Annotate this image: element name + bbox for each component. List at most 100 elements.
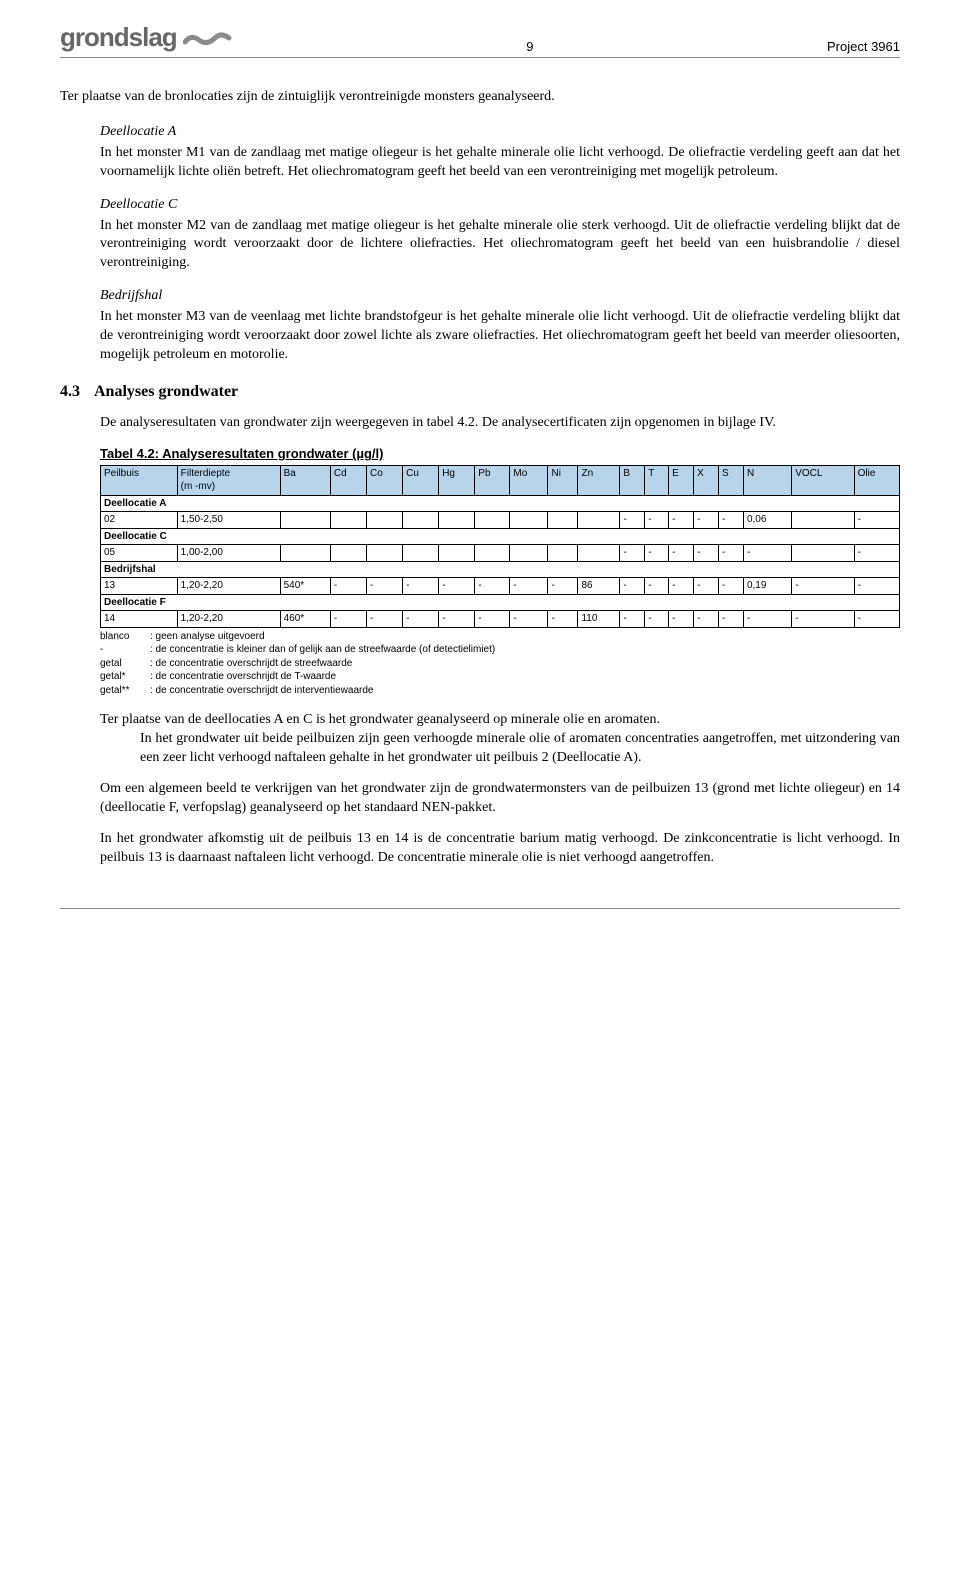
legend-row: getal**: de concentratie overschrijdt de…	[100, 684, 900, 698]
table-cell: -	[854, 611, 899, 628]
table-cell	[280, 512, 330, 529]
block-body: In het monster M1 van de zandlaag met ma…	[100, 144, 900, 182]
table-cell: -	[719, 512, 744, 529]
table-cell: -	[743, 545, 791, 562]
table-cell: -	[694, 545, 719, 562]
table-header-cell: S	[719, 465, 744, 495]
table-cell: -	[694, 512, 719, 529]
intro-text: Ter plaatse van de bronlocaties zijn de …	[60, 88, 900, 107]
block-title: Deellocatie A	[100, 123, 900, 142]
logo-text: grondslag	[60, 20, 177, 55]
content-block: Deellocatie CIn het monster M2 van de za…	[100, 196, 900, 274]
table-header-cell: N	[743, 465, 791, 495]
table-header-cell: E	[669, 465, 694, 495]
table-cell	[475, 512, 510, 529]
project-label: Project 3961	[827, 38, 900, 56]
table-cell	[330, 545, 366, 562]
legend-row: getal: de concentratie overschrijdt de s…	[100, 657, 900, 671]
content-block: Deellocatie A In het monster M1 van de za…	[100, 123, 900, 182]
table-cell: -	[510, 578, 548, 595]
table-header-cell: Co	[367, 465, 403, 495]
table-cell	[510, 512, 548, 529]
table-cell	[578, 545, 620, 562]
section-heading: 4.3 Analyses grondwater	[60, 381, 900, 403]
table-cell: -	[719, 611, 744, 628]
table-cell: -	[367, 578, 403, 595]
table-cell: -	[475, 611, 510, 628]
table-cell	[578, 512, 620, 529]
table-cell: 1,00-2,00	[177, 545, 280, 562]
paragraph: In het grondwater uit beide peilbuizen z…	[140, 730, 900, 768]
section-intro: De analyseresultaten van grondwater zijn…	[100, 414, 900, 433]
legend-key: -	[100, 643, 150, 657]
table-group-label: Bedrijfshal	[101, 561, 900, 578]
table-cell: 14	[101, 611, 178, 628]
legend-row: getal*: de concentratie overschrijdt de …	[100, 670, 900, 684]
table-cell: -	[792, 611, 854, 628]
block-body: In het monster M2 van de zandlaag met ma…	[100, 217, 900, 274]
table-cell: 1,20-2,20	[177, 611, 280, 628]
table-header-cell: Peilbuis	[101, 465, 178, 495]
table-cell	[475, 545, 510, 562]
table-header-cell: Mo	[510, 465, 548, 495]
table-header-cell: Ba	[280, 465, 330, 495]
legend-text: : de concentratie overschrijdt de T-waar…	[150, 670, 336, 684]
table-cell: 110	[578, 611, 620, 628]
page-number: 9	[526, 38, 533, 56]
table-header-cell: Zn	[578, 465, 620, 495]
table-cell: 02	[101, 512, 178, 529]
page-header: grondslag 9 Project 3961	[60, 20, 900, 58]
table-cell: 13	[101, 578, 178, 595]
table-cell: -	[645, 512, 669, 529]
table-cell	[439, 545, 475, 562]
table-cell: 1,50-2,50	[177, 512, 280, 529]
table-cell: -	[645, 545, 669, 562]
table-cell: -	[620, 611, 645, 628]
table-header-cell: Cd	[330, 465, 366, 495]
logo: grondslag	[60, 20, 233, 55]
table-cell: 86	[578, 578, 620, 595]
legend-key: getal*	[100, 670, 150, 684]
table-cell	[439, 512, 475, 529]
legend-text: : geen analyse uitgevoerd	[150, 630, 265, 644]
table-cell: -	[669, 512, 694, 529]
paragraph: Ter plaatse van de deellocaties A en C i…	[100, 711, 900, 730]
legend-key: getal	[100, 657, 150, 671]
table-cell	[280, 545, 330, 562]
table-cell: -	[367, 611, 403, 628]
content-block: BedrijfshalIn het monster M3 van de veen…	[100, 287, 900, 365]
table-header-cell: X	[694, 465, 719, 495]
table-cell: 460*	[280, 611, 330, 628]
table-row: 131,20-2,20540*-------86-----0,19--	[101, 578, 900, 595]
table-cell	[367, 545, 403, 562]
table-cell: -	[854, 512, 899, 529]
legend-row: blanco: geen analyse uitgevoerd	[100, 630, 900, 644]
table-header-cell: T	[645, 465, 669, 495]
table-cell: 1,20-2,20	[177, 578, 280, 595]
table-cell: -	[743, 611, 791, 628]
table-cell	[548, 512, 578, 529]
table-cell: -	[694, 578, 719, 595]
table-row: 051,00-2,00-------	[101, 545, 900, 562]
table-cell: -	[719, 578, 744, 595]
legend-text: : de concentratie overschrijdt de streef…	[150, 657, 352, 671]
legend-text: : de concentratie overschrijdt de interv…	[150, 684, 373, 698]
table-legend: blanco: geen analyse uitgevoerd-: de con…	[100, 630, 900, 698]
table-cell: -	[330, 611, 366, 628]
table-cell: -	[669, 578, 694, 595]
table-cell	[403, 512, 439, 529]
table-cell	[403, 545, 439, 562]
table-cell	[792, 512, 854, 529]
block-title: Bedrijfshal	[100, 287, 900, 306]
wave-icon	[183, 28, 233, 48]
legend-text: : de concentratie is kleiner dan of geli…	[150, 643, 495, 657]
section-title: Analyses grondwater	[94, 381, 238, 403]
table-group-row: Bedrijfshal	[101, 561, 900, 578]
table-row: 021,50-2,50-----0,06-	[101, 512, 900, 529]
table-cell: -	[645, 611, 669, 628]
table-cell: -	[792, 578, 854, 595]
table-cell	[792, 545, 854, 562]
table-cell	[548, 545, 578, 562]
table-cell: -	[854, 545, 899, 562]
table-cell: -	[620, 578, 645, 595]
